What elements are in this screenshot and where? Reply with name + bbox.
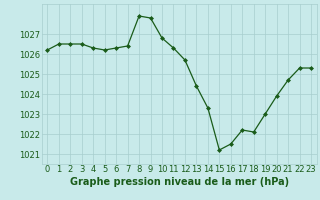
X-axis label: Graphe pression niveau de la mer (hPa): Graphe pression niveau de la mer (hPa)	[70, 177, 289, 187]
